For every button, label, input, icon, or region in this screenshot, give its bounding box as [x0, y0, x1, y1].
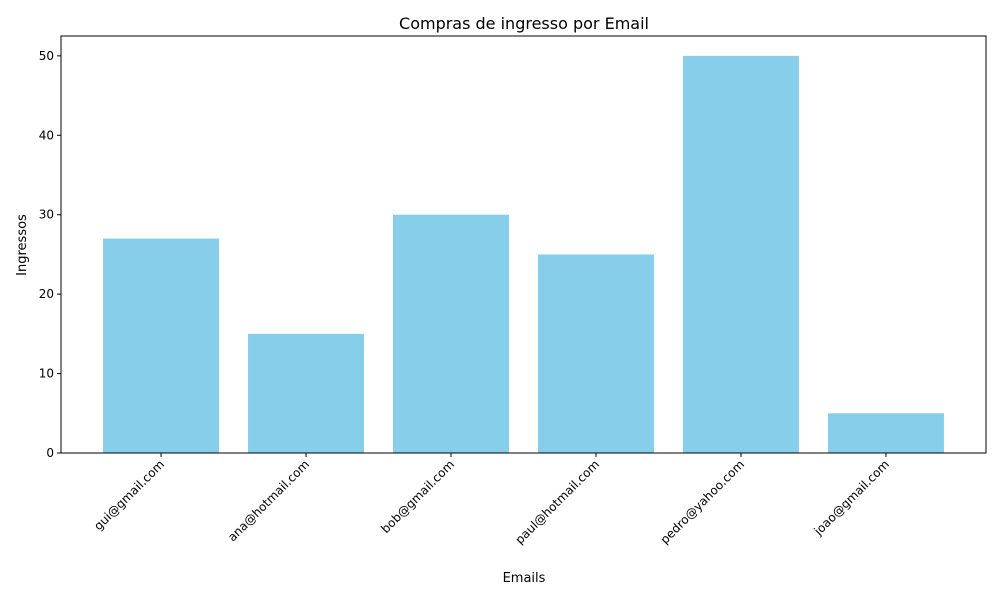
bar-gui — [103, 238, 220, 453]
bars-group — [103, 55, 944, 453]
x-tick-label: bob@gmail.com — [378, 457, 457, 536]
y-tick-label: 30 — [39, 208, 54, 222]
bar-pedro — [682, 55, 799, 453]
bar-paul — [537, 254, 654, 453]
y-tick-label: 10 — [39, 367, 54, 381]
y-axis-label: Ingressos — [15, 214, 30, 276]
chart-title: Compras de ingresso por Email — [399, 14, 649, 33]
y-tick-label: 50 — [39, 49, 54, 63]
x-tick-label: paul@hotmail.com — [513, 457, 603, 547]
y-tick-label: 40 — [39, 128, 54, 142]
x-tick-label: joao@gmail.com — [811, 457, 892, 538]
plot-frame — [60, 35, 987, 454]
x-axis-label: Emails — [503, 571, 546, 586]
bar-joao — [827, 413, 944, 453]
x-tick-label: pedro@yahoo.com — [658, 457, 748, 547]
x-axis-ticks: gui@gmail.com ana@hotmail.com bob@gmail.co… — [91, 453, 892, 547]
y-tick-label: 20 — [39, 287, 54, 301]
x-tick-label: gui@gmail.com — [91, 457, 167, 533]
x-tick-label: ana@hotmail.com — [225, 457, 312, 544]
bar-ana — [248, 333, 365, 453]
y-tick-label: 0 — [46, 446, 54, 460]
bar-bob — [393, 214, 510, 453]
y-axis-ticks: 0 10 20 30 40 50 — [39, 49, 61, 460]
